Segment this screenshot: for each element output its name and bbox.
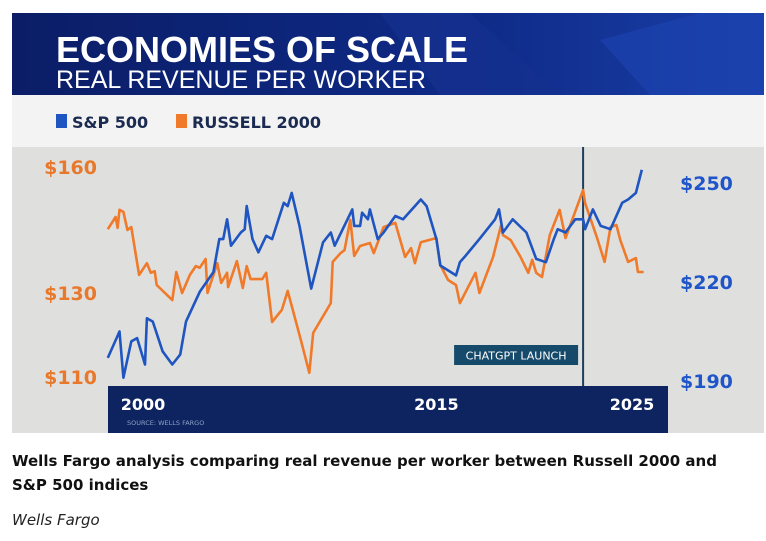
header-decoration [600, 13, 764, 95]
source-note: SOURCE: WELLS FARGO [127, 419, 204, 427]
right-axis-tick-label: $220 [680, 272, 733, 294]
chatgpt-launch-label-box [454, 345, 579, 365]
chart: ECONOMIES OF SCALE REAL REVENUE PER WORK… [12, 13, 764, 433]
chatgpt-launch-label: CHATGPT LAUNCH [466, 350, 567, 363]
x-axis-tick-label: 2025 [610, 395, 655, 414]
right-axis-tick-label: $250 [680, 173, 733, 195]
left-axis-tick-label: $130 [44, 283, 97, 305]
chart-subtitle: REAL REVENUE PER WORKER [56, 66, 426, 94]
chart-title: ECONOMIES OF SCALE [56, 29, 468, 70]
legend-band [12, 95, 764, 147]
x-axis-band [108, 386, 668, 433]
credit: Wells Fargo [12, 511, 100, 529]
legend-swatch-russell2000 [176, 114, 187, 128]
left-axis-tick-label: $110 [44, 367, 97, 389]
series-line-s-p-500 [106, 169, 644, 380]
caption: Wells Fargo analysis comparing real reve… [12, 452, 717, 494]
legend: S&P 500 RUSSELL 2000 [56, 113, 321, 132]
header-decoration [380, 13, 560, 95]
legend-swatch-sp500 [56, 114, 67, 128]
x-axis-tick-label: 2000 [121, 395, 166, 414]
left-axis-tick-label: $160 [44, 157, 97, 179]
right-axis-tick-label: $190 [680, 371, 733, 393]
plot-area [12, 147, 764, 433]
x-axis-tick-label: 2015 [414, 395, 459, 414]
legend-label-russell2000: RUSSELL 2000 [192, 113, 321, 132]
series-line-russell-2000 [106, 188, 644, 375]
legend-label-sp500: S&P 500 [72, 113, 148, 132]
